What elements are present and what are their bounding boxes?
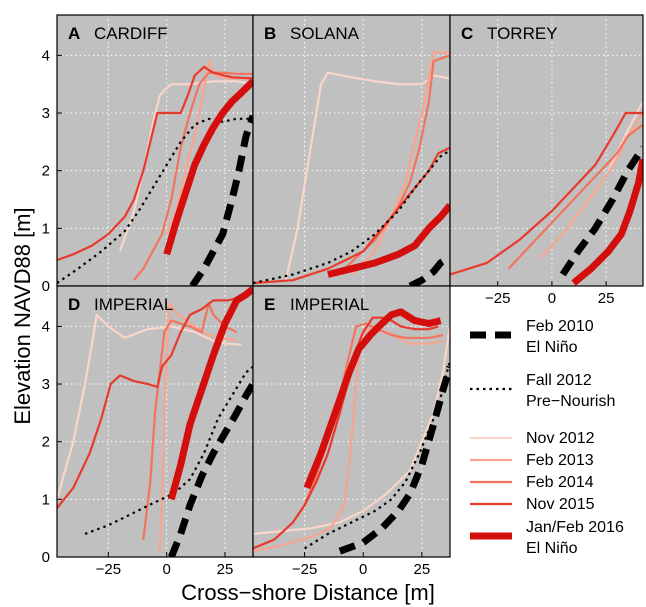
- series-line-jan2016: [303, 308, 442, 490]
- grid-lines: [57, 286, 253, 557]
- series-line-feb2010: [168, 382, 253, 557]
- y-tick-label: 0: [42, 278, 50, 295]
- x-tick-label: 0: [162, 561, 170, 578]
- series-line-nov2012: [284, 71, 450, 281]
- series-line-fall2012: [57, 117, 253, 285]
- series-line-feb2014: [291, 322, 444, 524]
- series-line-feb2013: [158, 302, 237, 552]
- series-line-feb2014: [343, 54, 450, 270]
- y-tick-label: 3: [42, 376, 50, 393]
- panel-e: −25 0 25 E IMPERIAL: [252, 285, 451, 578]
- legend-label: El Niño: [526, 540, 578, 557]
- panel-letter: D: [68, 295, 80, 314]
- y-tick-label: 4: [42, 47, 50, 64]
- series-line-feb2010: [408, 254, 450, 286]
- legend-entry-nov2012: Nov 2012: [470, 430, 595, 447]
- series-lines: [57, 60, 253, 286]
- legend-label: Feb 2014: [526, 474, 594, 491]
- panels-group: 0 1 2 3 4 A CARDIFF B SOLANA −25 0 25 C TORREY 0 1 2 3 4 −2…: [42, 14, 644, 578]
- legend-label: El Niño: [526, 339, 578, 356]
- panel-site-name: TORREY: [487, 24, 558, 43]
- series-lines: [253, 51, 450, 286]
- series-line-feb2010: [189, 114, 253, 286]
- legend-entry-fall2012: Fall 2012 Pre−Nourish: [470, 372, 615, 410]
- series-line-jan2016: [163, 78, 253, 256]
- series-line-feb2010: [338, 365, 450, 555]
- series-line-fall2012: [84, 365, 253, 535]
- legend-label: Jan/Feb 2016: [526, 519, 624, 536]
- y-tick-label: 0: [42, 549, 50, 566]
- series-line-nov2012: [253, 326, 450, 535]
- series-line-jan2016: [327, 203, 450, 278]
- grid-lines: [57, 15, 253, 286]
- series-lines: [253, 308, 450, 555]
- legend-label: Pre−Nourish: [526, 393, 615, 410]
- legend-entry-nov2015: Nov 2015: [470, 496, 595, 513]
- panel-site-name: SOLANA: [290, 24, 360, 43]
- series-line-feb2014: [142, 302, 238, 540]
- series-line-nov2015: [253, 146, 450, 285]
- y-tick-label: 3: [42, 105, 50, 122]
- x-tick-label: 25: [217, 561, 234, 578]
- y-tick-label: 1: [42, 491, 50, 508]
- y-tick-label: 4: [42, 318, 50, 335]
- panel-frame: [449, 14, 644, 287]
- panel-c: −25 0 25 C TORREY: [449, 14, 644, 307]
- series-line-nov2015: [57, 65, 253, 262]
- y-tick-label: 1: [42, 220, 50, 237]
- legend-entry-feb2010: Feb 2010 El Niño: [470, 318, 594, 356]
- legend-label: Nov 2015: [526, 496, 595, 513]
- panel-letter: C: [461, 24, 473, 43]
- x-tick-label: −25: [96, 561, 121, 578]
- series-line-nov2015: [450, 111, 643, 276]
- panel-d: 0 1 2 3 4 −25 0 25 D IMPERIAL: [42, 285, 254, 578]
- y-axis-label: Elevation NAVD88 [m]: [10, 207, 35, 424]
- panel-site-name: IMPERIAL: [94, 295, 173, 314]
- legend-label: Nov 2012: [526, 430, 595, 447]
- series-line-fall2012: [253, 149, 450, 285]
- legend-entry-feb2013: Feb 2013: [470, 452, 594, 469]
- legend-entry-feb2014: Feb 2014: [470, 474, 594, 491]
- x-tick-label: 0: [548, 290, 556, 307]
- x-tick-label: 25: [598, 290, 615, 307]
- legend-label: Fall 2012: [526, 372, 592, 389]
- panel-site-name: IMPERIAL: [290, 295, 369, 314]
- series-line-jan2016: [571, 158, 643, 286]
- series-line-feb2013: [253, 328, 444, 553]
- panel-letter: B: [264, 24, 276, 43]
- x-tick-label: −25: [485, 290, 510, 307]
- grid-lines: [450, 15, 643, 286]
- panel-site-name: CARDIFF: [94, 24, 168, 43]
- panel-e-background: [253, 286, 450, 557]
- panel-a: 0 1 2 3 4 A CARDIFF: [42, 14, 254, 295]
- legend-label: Feb 2010: [526, 318, 594, 335]
- panel-letter: E: [264, 295, 275, 314]
- y-tick-label: 2: [42, 434, 50, 451]
- panel-c-background: [450, 15, 643, 286]
- y-tick-label: 2: [42, 163, 50, 180]
- series-line-nov2012: [118, 80, 253, 252]
- x-axis-label: Cross−shore Distance [m]: [181, 580, 435, 605]
- series-line-feb2014: [133, 71, 253, 281]
- series-lines: [450, 100, 643, 286]
- panel-frame: [252, 285, 451, 558]
- legend-entry-jan2016: Jan/Feb 2016 El Niño: [470, 519, 624, 557]
- series-line-nov2012: [57, 313, 242, 500]
- series-line-nov2015: [57, 296, 242, 509]
- series-line-feb2013: [350, 51, 450, 276]
- x-tick-label: −25: [292, 561, 317, 578]
- series-line-feb2010: [559, 145, 643, 277]
- x-tick-label: 0: [359, 561, 367, 578]
- series-line-jan2016: [167, 286, 253, 501]
- legend-label: Feb 2013: [526, 452, 594, 469]
- panel-b: B SOLANA: [252, 14, 451, 287]
- series-line-feb2014: [507, 123, 643, 270]
- panel-letter: A: [68, 24, 80, 43]
- x-tick-label: 25: [414, 561, 431, 578]
- legend: Feb 2010 El Niño Fall 2012 Pre−Nourish Nov 2…: [470, 318, 624, 557]
- series-lines: [57, 286, 253, 557]
